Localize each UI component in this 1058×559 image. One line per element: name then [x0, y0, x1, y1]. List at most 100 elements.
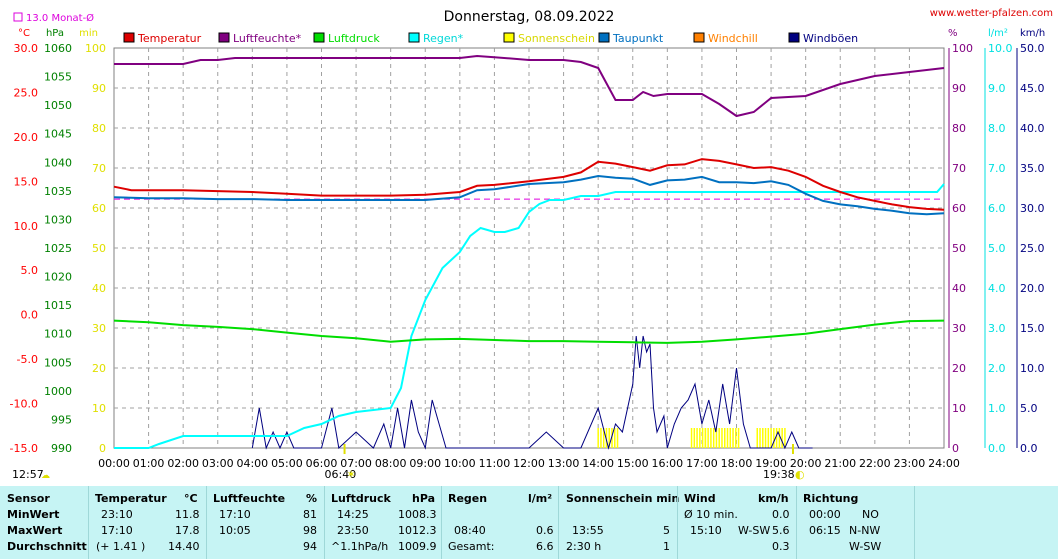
stats-table: Sensor MinWert MaxWert Durchschnitt Temp…: [0, 486, 1058, 559]
tick-label-x: 12:00: [513, 457, 545, 470]
series-line-luftdruck: [113, 319, 945, 344]
sun-max-value: 5: [663, 524, 670, 537]
tick-label-left: 20: [92, 362, 106, 375]
tick-label-left: 0.0: [21, 309, 39, 322]
tick-label-right: 50.0: [1020, 42, 1045, 55]
tick-label-left: 30: [92, 322, 106, 335]
rain-total-value: 6.6: [536, 540, 554, 553]
tick-label-x: 21:00: [824, 457, 856, 470]
temp-min-time: 23:10: [101, 508, 133, 521]
sunrise-icon: ✶: [347, 468, 356, 481]
hum-max-value: 98: [303, 524, 317, 537]
tick-label-right: 60: [952, 202, 966, 215]
dir-max-time: 06:15: [809, 524, 841, 537]
tick-label-x: 20:00: [790, 457, 822, 470]
tick-label-x: 05:00: [271, 457, 303, 470]
tick-label-left: -15.0: [10, 442, 38, 455]
tick-label-left: 1055: [44, 71, 72, 84]
tick-label-right: 0.0: [1020, 442, 1038, 455]
temp-max-value: 17.8: [175, 524, 200, 537]
tick-label-right: 5.0: [1020, 402, 1038, 415]
legend-swatch: [313, 32, 325, 43]
tick-label-right: 90: [952, 82, 966, 95]
wind-max-direction: W-SW: [738, 524, 771, 537]
stats-header-temp: Temperatur: [95, 492, 167, 505]
axis-unit-right: km/h: [1020, 28, 1045, 39]
daylength-icon: ☁: [41, 471, 50, 481]
tick-label-x: 23:00: [894, 457, 926, 470]
stats-header-wind-unit: km/h: [758, 492, 789, 505]
tick-label-left: 70: [92, 162, 106, 175]
wind-max-value: 5.6: [772, 524, 790, 537]
tick-label-right: 4.0: [988, 282, 1006, 295]
tick-label-x: 24:00: [928, 457, 960, 470]
tick-label-left: 10: [92, 402, 106, 415]
press-avg-value: 1009.9: [398, 540, 437, 553]
rain-total-label: Gesamt:: [448, 540, 495, 553]
tick-label-right: 8.0: [988, 122, 1006, 135]
legend-label: Sonnenschein: [518, 32, 595, 45]
tick-label-left: 100: [85, 42, 106, 55]
tick-label-left: 990: [51, 442, 72, 455]
dir-avg-value: W-SW: [849, 540, 882, 553]
month-avg-icon: [13, 12, 23, 22]
tick-label-right: 25.0: [1020, 242, 1045, 255]
legend-swatch: [598, 32, 610, 43]
stats-header-temp-unit: °C: [184, 492, 198, 505]
legend-swatch: [408, 32, 420, 43]
weather-chart: Donnerstag, 08.09.2022 www.wetter-pfalzen…: [10, 8, 1053, 481]
dir-min-value: NO: [862, 508, 879, 521]
tick-label-left: 20.0: [14, 131, 39, 144]
rain-max-time: 08:40: [454, 524, 486, 537]
wind-min-value: 0.0: [772, 508, 790, 521]
wind-min-label: Ø 10 min.: [684, 508, 738, 521]
tick-label-x: 09:00: [409, 457, 441, 470]
legend-swatch: [218, 32, 230, 43]
axis-unit-left: min: [79, 28, 98, 39]
tick-label-left: 1060: [44, 42, 72, 55]
tick-label-x: 19:00: [755, 457, 787, 470]
tick-label-left: 1015: [44, 299, 72, 312]
sunset-icon: ◐: [795, 468, 805, 481]
tick-label-right: 3.0: [988, 322, 1006, 335]
wind-avg-value: 0.3: [772, 540, 790, 553]
tick-label-right: 0.0: [988, 442, 1006, 455]
temp-avg-trend: (+ 1.41 ): [96, 540, 146, 553]
tick-label-left: 1040: [44, 156, 72, 169]
tick-label-left: 1035: [44, 185, 72, 198]
tick-label-x: 15:00: [617, 457, 649, 470]
rain-max-value: 0.6: [536, 524, 554, 537]
tick-label-left: 90: [92, 82, 106, 95]
tick-label-right: 45.0: [1020, 82, 1045, 95]
tick-label-x: 18:00: [721, 457, 753, 470]
stats-label-avg: Durchschnitt: [7, 540, 87, 553]
series-line-luftfeuchte: [114, 54, 945, 118]
legend-label: Temperatur: [137, 32, 202, 45]
tick-label-left: 60: [92, 202, 106, 215]
temp-min-value: 11.8: [175, 508, 200, 521]
legend-swatch: [693, 32, 705, 43]
tick-label-right: 30.0: [1020, 202, 1045, 215]
sun-total-hours: 2:30 h: [566, 540, 602, 553]
legend-label: Windböen: [803, 32, 858, 45]
hum-avg-value: 94: [303, 540, 317, 553]
tick-label-right: 35.0: [1020, 162, 1045, 175]
series-line-taupunkt: [113, 174, 945, 216]
stats-label-min: MinWert: [7, 508, 60, 521]
tick-label-x: 10:00: [444, 457, 476, 470]
sunset-time: 19:38: [763, 468, 795, 481]
wind-max-time: 15:10: [690, 524, 722, 537]
tick-label-right: 0: [952, 442, 959, 455]
tick-label-x: 04:00: [236, 457, 268, 470]
tick-label-left: 1020: [44, 271, 72, 284]
tick-label-left: 1010: [44, 328, 72, 341]
tick-label-right: 10: [952, 402, 966, 415]
hum-min-time: 17:10: [219, 508, 251, 521]
tick-label-left: 5.0: [21, 264, 39, 277]
legend-label: Luftfeuchte*: [233, 32, 302, 45]
temp-max-time: 17:10: [101, 524, 133, 537]
stats-header-dir: Richtung: [803, 492, 859, 505]
tick-label-x: 03:00: [202, 457, 234, 470]
stats-header-rain-unit: l/m²: [528, 492, 553, 505]
chart-title: Donnerstag, 08.09.2022: [444, 9, 615, 25]
